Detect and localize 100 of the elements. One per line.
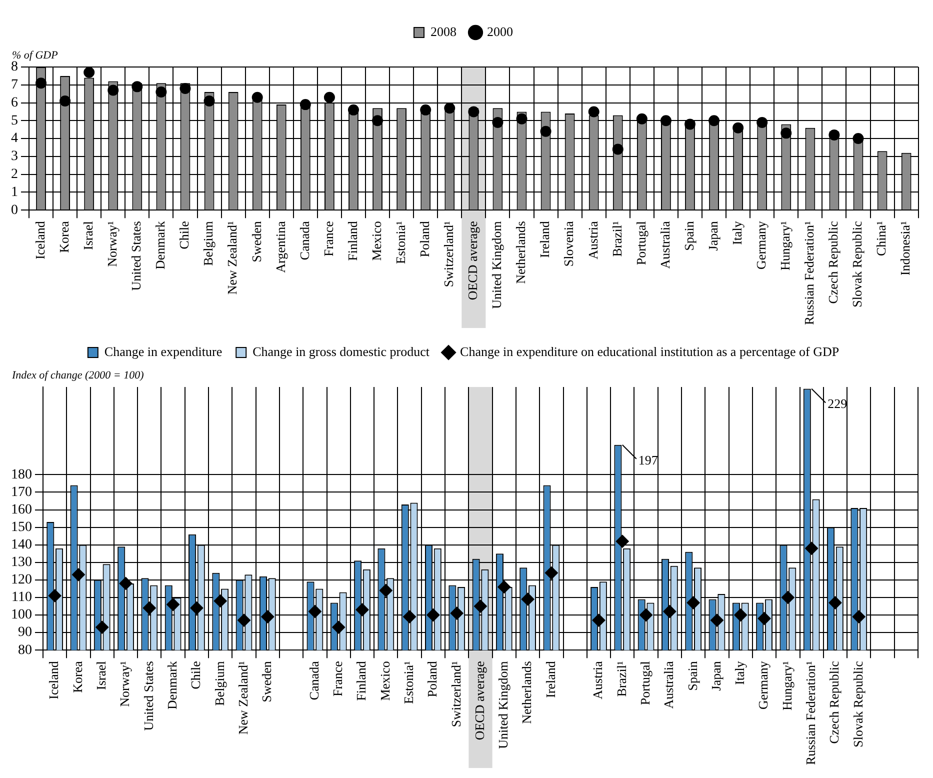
x-tick-label: OECD average [472, 660, 487, 740]
point [498, 580, 511, 594]
x-tick-label: Iceland [46, 660, 62, 700]
x-tick-label: Slovenia [561, 220, 576, 267]
y-tick-label: 3 [11, 149, 18, 164]
point [516, 113, 528, 124]
x-tick-label: United States [128, 221, 144, 291]
x-tick-label: Czech Republic [826, 660, 842, 744]
x-tick-label: New Zealand¹ [235, 660, 250, 735]
y-tick-label: 0 [11, 202, 18, 218]
x-tick-label: Russian Federation¹ [803, 660, 818, 766]
x-tick-label: Israel [80, 220, 96, 250]
point [640, 608, 653, 622]
x-tick-label: Russian Federation¹ [802, 220, 817, 326]
x-tick-label: Belgium [200, 221, 216, 266]
x-tick-label: United Kingdom [496, 661, 511, 749]
x-tick-label: Netherlands [513, 221, 528, 284]
x-tick-label: Germany [754, 220, 769, 270]
point [156, 86, 167, 98]
x-tick-label: Japan [708, 660, 724, 691]
point [332, 620, 346, 634]
x-tick-label: Brazil¹ [609, 220, 624, 257]
y-tick-label: 7 [11, 78, 18, 93]
y-tick-label: 5 [11, 113, 18, 128]
x-tick-label: United States [140, 661, 156, 731]
x-tick-label: Korea [70, 660, 85, 693]
x-tick-label: Ireland [542, 660, 558, 698]
point [663, 605, 676, 618]
point [84, 67, 95, 78]
x-tick-label: Slovak Republic [850, 660, 866, 748]
y-tick-label: 150 [11, 520, 32, 535]
point [616, 534, 629, 548]
point [119, 576, 132, 590]
point [132, 81, 143, 92]
point [474, 600, 487, 613]
x-tick-label: Japan [705, 220, 720, 251]
point [828, 596, 842, 610]
point [420, 104, 432, 116]
y-tick-label: 6 [11, 95, 18, 110]
x-tick-label: Australia [657, 220, 672, 269]
x-tick-label: Mexico [368, 221, 384, 261]
y-tick-label: 80 [18, 642, 32, 658]
point [96, 620, 109, 634]
y-axis-title: % of GDP [12, 49, 58, 62]
x-tick-label: Germany [756, 660, 771, 710]
point [252, 92, 263, 103]
point [708, 115, 720, 126]
point [324, 92, 335, 103]
point [732, 122, 744, 134]
x-tick-label: Hungary¹ [778, 220, 793, 270]
x-tick-label: New Zealand¹ [224, 220, 240, 295]
point [48, 589, 62, 602]
point [540, 126, 552, 137]
point [444, 102, 456, 114]
point [684, 118, 696, 130]
y-tick-label: 90 [18, 625, 32, 640]
annotation: 197 [638, 452, 658, 468]
point [828, 129, 840, 140]
point [450, 606, 464, 620]
x-tick-label: Hungary¹ [779, 660, 794, 710]
x-tick-label: Austria [590, 660, 606, 700]
x-tick-label: Indonesia¹ [898, 220, 913, 276]
y-tick-label: 120 [11, 572, 32, 588]
x-tick-label: Israel [94, 660, 109, 690]
annotation: 229 [828, 396, 848, 412]
point [492, 116, 504, 128]
legend-label: 2008 [430, 24, 456, 39]
y-tick-label: 100 [11, 608, 32, 623]
point [852, 610, 866, 624]
x-tick-label: Portugal [637, 660, 652, 706]
x-tick-label: Argentina [272, 220, 288, 273]
point [852, 133, 864, 144]
point [612, 144, 624, 155]
x-tick-label: Brazil¹ [614, 660, 629, 697]
x-tick-label: France [330, 660, 346, 696]
y-axis-title: Index of change (2000 = 100) [11, 369, 144, 382]
x-tick-label: Poland [417, 220, 432, 258]
point [521, 592, 534, 606]
x-tick-label: Switzerland¹ [448, 660, 464, 728]
point [372, 115, 384, 126]
x-tick-label: Chile [188, 660, 204, 690]
x-tick-label: Sweden [248, 220, 264, 262]
y-tick-label: 140 [11, 538, 32, 553]
point [805, 542, 818, 555]
point [72, 568, 85, 582]
point [544, 566, 558, 580]
point [180, 82, 191, 94]
x-tick-label: Finland [354, 660, 369, 701]
point [758, 612, 771, 626]
point [308, 605, 322, 618]
x-tick-label: Canada [306, 660, 322, 700]
x-tick-label: Italy [732, 660, 748, 685]
x-tick-label: Denmark [152, 220, 168, 270]
y-tick-label: 2 [11, 166, 18, 182]
point [636, 113, 648, 124]
point [734, 608, 748, 622]
x-tick-label: Mexico [377, 661, 392, 701]
x-tick-label: OECD average [465, 220, 480, 300]
x-tick-label: Chile [176, 220, 192, 250]
point [214, 594, 227, 608]
